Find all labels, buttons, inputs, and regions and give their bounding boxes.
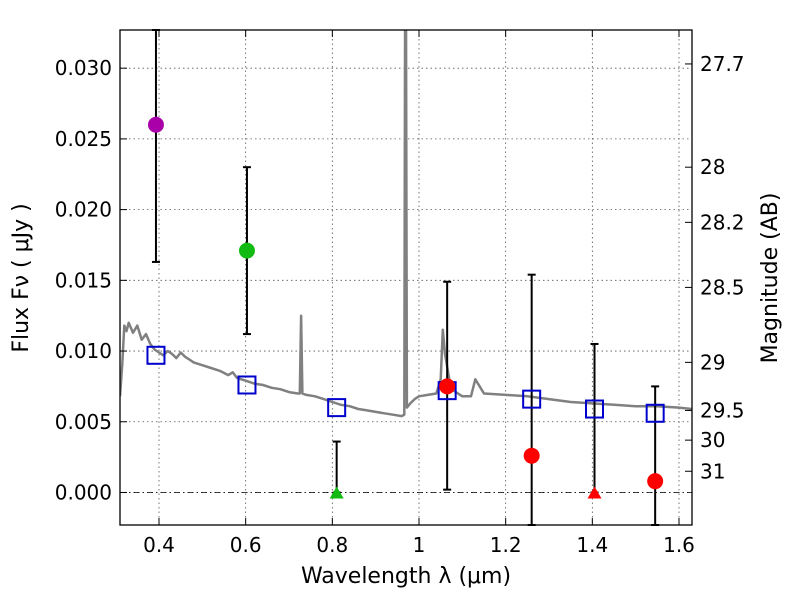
upper-limit-series — [329, 486, 602, 499]
upper-limit-marker — [587, 486, 602, 499]
plot-frame — [119, 29, 693, 526]
observed-point — [523, 447, 540, 464]
grid — [120, 30, 692, 525]
x-tick-label: 0.6 — [230, 533, 262, 557]
x-tick-label: 1.4 — [576, 533, 608, 557]
observed-point — [647, 473, 664, 490]
y-tick-label: 0.020 — [55, 198, 112, 222]
model-square-point — [522, 389, 542, 409]
model-square-point — [146, 345, 166, 365]
observed-point — [238, 242, 255, 259]
observed-point — [439, 378, 456, 395]
y2-tick-label: 29 — [700, 350, 725, 374]
model-square-point — [327, 398, 347, 418]
model-square-point — [237, 375, 257, 395]
y2-tick-label: 29.5 — [700, 398, 745, 422]
model-square-point — [645, 403, 665, 423]
x-tick-label: 0.4 — [143, 533, 175, 557]
y-tick-label: 0.030 — [55, 56, 112, 80]
y-tick-label: 0.005 — [55, 410, 112, 434]
spectrum-series — [120, 30, 692, 418]
y2-tick-label: 28 — [700, 155, 725, 179]
model-square-point — [585, 399, 604, 419]
x-axis-title: Wavelength λ (μm) — [301, 564, 511, 589]
y2-axis-title: Magnitude (AB) — [758, 193, 783, 364]
x-tick-label: 0.8 — [316, 533, 348, 557]
y-tick-label: 0.015 — [55, 268, 112, 292]
y-axis-title: Flux Fν ( μJy ) — [9, 203, 34, 352]
spectrum-line — [120, 30, 692, 418]
y-tick-label: 0.010 — [55, 339, 112, 363]
x-tick-label: 1 — [413, 533, 426, 557]
y-tick-label: 0.025 — [55, 127, 112, 151]
observed-point — [147, 116, 164, 133]
observed-photometry-series — [147, 116, 664, 490]
y2-tick-label: 28.5 — [700, 275, 745, 299]
model-photometry-series — [146, 345, 665, 423]
upper-limit-marker — [329, 486, 344, 499]
y2-tick-label: 30 — [700, 428, 725, 452]
y2-tick-label: 27.7 — [700, 52, 745, 76]
x-tick-label: 1.2 — [490, 533, 522, 557]
x-tick-label: 1.6 — [663, 533, 695, 557]
y2-tick-label: 31 — [700, 459, 725, 483]
y2-tick-label: 28.2 — [700, 210, 745, 234]
y-tick-label: 0.000 — [55, 480, 112, 504]
axis-ticks: 0.4 0.6 0.8 1 1.2 1.4 1.6 0.000 0.005 0.010 0.015 0… — [55, 30, 745, 557]
